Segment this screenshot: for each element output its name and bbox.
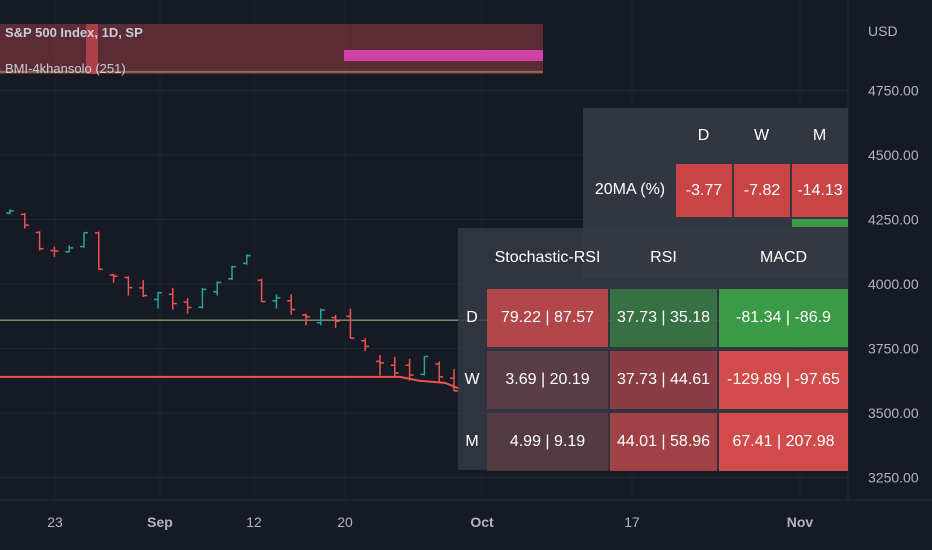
indicator-title[interactable]: BMI-4khansolo (251)	[5, 61, 126, 76]
ohlc-bar	[346, 308, 355, 339]
ohlc-bar	[361, 338, 370, 352]
price-axis[interactable]: 4750.00 4500.00 4250.00 4000.00 3750.00 3500.…	[868, 83, 919, 486]
osc-header-stoch-rsi: Stochastic-RSI	[494, 249, 601, 266]
ohlc-bar	[272, 294, 281, 309]
osc-row-label-d: D	[466, 309, 478, 326]
price-tick-label: 3500.00	[868, 405, 919, 421]
time-tick-label: 20	[337, 514, 353, 530]
ohlc-bar	[35, 231, 44, 251]
price-axis-currency: USD	[868, 23, 898, 39]
osc-d-macd: -81.34 | -86.9	[719, 289, 848, 347]
symbol-title[interactable]: S&P 500 Index, 1D, SP	[5, 25, 143, 40]
price-tick-label: 4000.00	[868, 276, 919, 292]
ohlc-bar	[213, 281, 222, 296]
ohlc-bar	[287, 294, 296, 315]
price-tick-label: 3750.00	[868, 341, 919, 357]
osc-d-rsi: 37.73 | 35.18	[610, 289, 717, 347]
price-tick-label: 4500.00	[868, 147, 919, 163]
ma-value-d: -3.77	[676, 164, 732, 217]
ohlc-bar	[65, 245, 74, 253]
ohlc-bar	[168, 287, 177, 310]
price-tick-label: 4250.00	[868, 212, 919, 228]
indicator-magenta-bar	[344, 50, 543, 61]
ohlc-bar	[450, 369, 458, 392]
time-tick-label: 23	[47, 514, 63, 530]
time-tick-label: Nov	[787, 514, 814, 530]
osc-w-macd: -129.89 | -97.65	[719, 351, 848, 409]
price-tick-label: 4750.00	[868, 83, 919, 99]
ma-header-m: M	[812, 127, 827, 144]
ohlc-bar	[228, 265, 236, 281]
osc-header-macd: MACD	[759, 249, 808, 266]
ohlc-bar	[420, 355, 429, 376]
time-tick-label: 17	[624, 514, 640, 530]
osc-m-stoch-rsi: 4.99 | 9.19	[487, 413, 608, 471]
ohlc-bar	[50, 246, 59, 257]
osc-w-rsi: 37.73 | 44.61	[610, 351, 717, 409]
osc-header-rsi: RSI	[650, 249, 677, 266]
time-tick-label: 12	[246, 514, 262, 530]
ohlc-bar	[154, 291, 162, 309]
ohlc-bar	[257, 278, 266, 303]
ohlc-bar	[376, 354, 384, 376]
ma-row-label: 20MA (%)	[594, 181, 666, 198]
osc-m-macd: 67.41 | 207.98	[719, 413, 848, 471]
ohlc-bar	[390, 357, 399, 377]
ma-value-m: -14.13	[792, 164, 848, 217]
ma-header-w: W	[753, 127, 770, 144]
ohlc-bar	[80, 231, 88, 248]
ohlc-bar	[109, 273, 118, 283]
ohlc-bar	[316, 308, 325, 326]
ohlc-bar	[331, 314, 340, 328]
ohlc-bar	[6, 209, 14, 215]
ma-header-d: D	[697, 127, 710, 144]
ohlc-bar	[139, 280, 148, 297]
time-tick-label: Sep	[147, 514, 173, 530]
ohlc-bar	[198, 287, 207, 309]
ohlc-bar	[302, 313, 310, 326]
time-tick-label: Oct	[470, 514, 494, 530]
ohlc-series	[6, 209, 458, 392]
indicator-band-highlight	[86, 24, 98, 74]
osc-row-label-w: W	[464, 371, 480, 388]
osc-w-stoch-rsi: 3.69 | 20.19	[487, 351, 608, 409]
ohlc-bar	[183, 298, 192, 314]
ohlc-bar	[405, 358, 414, 381]
ma-value-w: -7.82	[734, 164, 790, 217]
ma-partial-green-cell	[792, 219, 848, 227]
ohlc-bar	[242, 254, 251, 265]
ohlc-bar	[20, 213, 29, 229]
ohlc-bar	[435, 361, 444, 383]
osc-d-stoch-rsi: 79.22 | 87.57	[487, 289, 608, 347]
time-axis[interactable]: 23 Sep 12 20 Oct 17 Nov	[47, 514, 813, 530]
ohlc-bar	[94, 231, 103, 271]
osc-m-rsi: 44.01 | 58.96	[610, 413, 717, 471]
ohlc-bar	[124, 276, 133, 296]
moving-average-line	[0, 375, 461, 390]
price-tick-label: 3250.00	[868, 470, 919, 486]
osc-row-label-m: M	[465, 433, 479, 450]
